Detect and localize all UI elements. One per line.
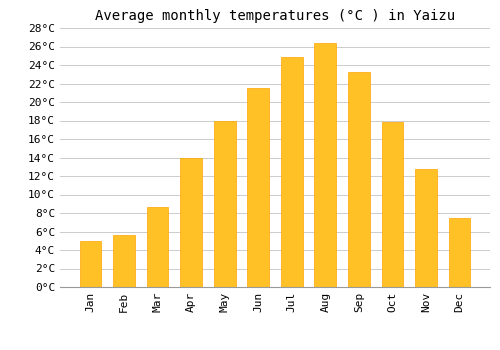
Bar: [314, 43, 336, 287]
Bar: [281, 57, 302, 287]
Title: Average monthly temperatures (°C ) in Yaizu: Average monthly temperatures (°C ) in Ya…: [95, 9, 455, 23]
Bar: [248, 88, 269, 287]
Bar: [113, 235, 135, 287]
Bar: [146, 206, 169, 287]
Bar: [415, 169, 437, 287]
Bar: [80, 241, 102, 287]
Bar: [180, 158, 202, 287]
Bar: [448, 218, 470, 287]
Bar: [348, 72, 370, 287]
Bar: [382, 122, 404, 287]
Bar: [214, 121, 236, 287]
